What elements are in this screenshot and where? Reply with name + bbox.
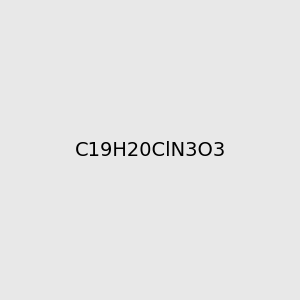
Text: C19H20ClN3O3: C19H20ClN3O3 (74, 140, 226, 160)
